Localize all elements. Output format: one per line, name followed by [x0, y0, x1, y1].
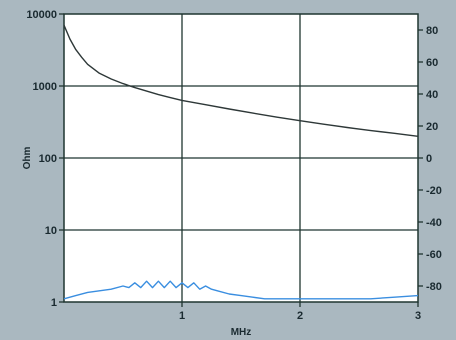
- tick-labels: 10000 1000 100 10 1 1 2 3 80 60 40 20 0 -20 -40 -60 -80: [26, 9, 442, 322]
- y-left-tick-label: 10: [45, 225, 57, 237]
- y-right-tick-label: -80: [426, 281, 442, 293]
- y-right-tick-label: 0: [426, 153, 432, 165]
- series-group: [63, 24, 419, 300]
- x-tick-label: 3: [415, 310, 421, 322]
- y-right-tick-label: 80: [426, 25, 438, 37]
- y-right-tick-label: -40: [426, 217, 442, 229]
- phase-line: [63, 280, 419, 300]
- y-right-tick-label: 20: [426, 121, 438, 133]
- impedance-line: [63, 24, 419, 137]
- y-left-tick-label: 1000: [33, 81, 57, 93]
- x-tick-label: 1: [179, 310, 185, 322]
- y-axis-label-left: Ohm: [22, 147, 33, 170]
- grid-lines: [59, 13, 423, 307]
- y-right-tick-label: -20: [426, 185, 442, 197]
- y-left-tick-label: 100: [39, 153, 57, 165]
- y-right-tick-label: 40: [426, 89, 438, 101]
- y-right-tick-label: -60: [426, 249, 442, 261]
- y-left-tick-label: 1: [51, 297, 57, 309]
- y-left-tick-label: 10000: [26, 9, 57, 21]
- x-axis-label: MHz: [231, 327, 252, 338]
- x-tick-label: 2: [297, 310, 303, 322]
- y-right-tick-label: 60: [426, 57, 438, 69]
